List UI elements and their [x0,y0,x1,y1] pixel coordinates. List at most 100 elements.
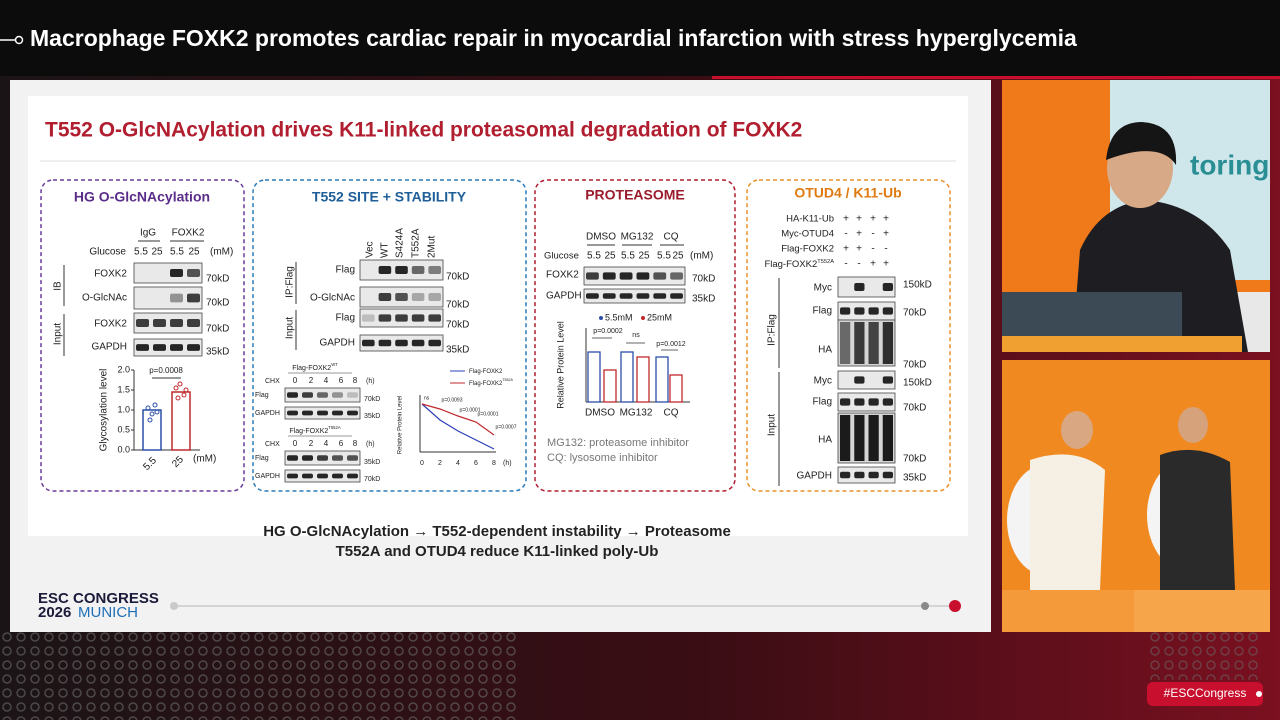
label: p=0.0012 [656,341,685,348]
label: 5.5 [170,247,184,258]
blot-band [602,293,616,299]
header-dot [14,35,24,45]
label: MG132 [620,408,653,419]
blot-band [586,293,599,299]
label: IP:Flag [285,266,296,298]
blot-band [411,339,425,347]
blot-smear [868,415,879,461]
label: Relative Protein Level [555,321,565,409]
label: 25 [604,251,616,262]
label: 25 [672,251,684,262]
label: 5.5mM [605,312,633,322]
label: Flag-FOXK2 [469,369,503,375]
label: 2 [309,439,314,448]
label: 6 [339,439,344,448]
label: p=0.0002 [593,328,622,335]
blot [583,266,686,286]
label: GAPDH [255,410,280,417]
progress-dot [921,602,929,610]
label: ns [424,395,430,401]
label: Glycosylation level [99,369,110,452]
progress-dot [949,600,961,612]
panel-title: HG O-GlcNAcylation [74,189,210,205]
label: (mM) [690,251,713,262]
label-sup: T552A [817,259,834,265]
label: 70kD [446,272,469,283]
label: CHX [265,441,280,448]
label: 35kD [692,294,715,305]
label: DMSO [585,408,615,419]
blot-band [428,266,441,274]
blot-band [868,398,879,406]
label: - [844,259,847,270]
dot [177,381,183,387]
label: Flag-FOXK2T552A [289,425,340,435]
label-sup: T552A [328,425,341,430]
blot-band [332,473,343,479]
label: - [884,244,887,255]
stream-title: Macrophage FOXK2 promotes cardiac repair… [30,25,1077,51]
dot [183,387,189,393]
blot-band [362,339,375,347]
label: p=0.0093 [442,397,463,403]
label: 35kD [364,459,380,466]
label-text: Flag-FOXK2 [764,259,817,270]
blot-band [187,319,200,327]
label: 70kD [903,454,926,465]
label: ns [632,332,640,339]
label: CQ [664,408,679,419]
label: Flag [813,397,832,408]
bar [669,374,683,403]
blot-band [411,314,425,322]
label: Glucose [544,251,579,262]
label: GAPDH [91,342,127,353]
label: 70kD [206,324,229,335]
label: + [843,244,849,255]
blot-band [619,293,633,299]
label: 70kD [446,320,469,331]
label: - [857,259,860,270]
blot-band [882,471,893,479]
blot [133,286,203,310]
dot [175,395,181,401]
label-sup: WT [331,362,338,367]
label: + [870,214,876,225]
label: (mM) [193,454,216,465]
blot-band [170,293,183,303]
label: Myc [814,376,832,387]
label: 150kD [903,280,932,291]
blot [837,276,896,298]
blot-band [187,293,200,303]
label: 0.0 [117,444,130,454]
blot [133,338,203,357]
accent-line [712,76,1280,79]
label: p=0.0008 [149,366,183,375]
hashtag-button [1147,682,1263,706]
blot-band [428,339,441,347]
laptop [1002,292,1182,336]
label: HA-K11-Ub [786,214,834,225]
label: 1.0 [117,404,130,414]
blot-band [854,307,865,315]
label: Input [53,323,64,345]
podium [1002,336,1242,352]
label: - [844,229,847,240]
label-sup: T552A [502,378,513,382]
blot [837,370,896,390]
curve [421,403,495,450]
label: 4 [456,460,460,467]
blot [583,288,686,304]
label: Flag [813,306,832,317]
backdrop-text: toring [1190,149,1269,180]
slide-title: T552 O-GlcNAcylation drives K11-linked p… [45,119,802,142]
label: GAPDH [255,473,280,480]
blot-band [653,293,667,299]
label: CQ: lysosome inhibitor [547,452,658,464]
label: FOXK2 [94,269,127,280]
label: DMSO [586,232,616,243]
summary: T552A and OTUD4 reduce K11-linked poly-U… [336,543,659,560]
label: 70kD [364,396,380,403]
label: p=0.0007 [496,424,517,430]
dot [154,409,160,415]
label: + [856,214,862,225]
